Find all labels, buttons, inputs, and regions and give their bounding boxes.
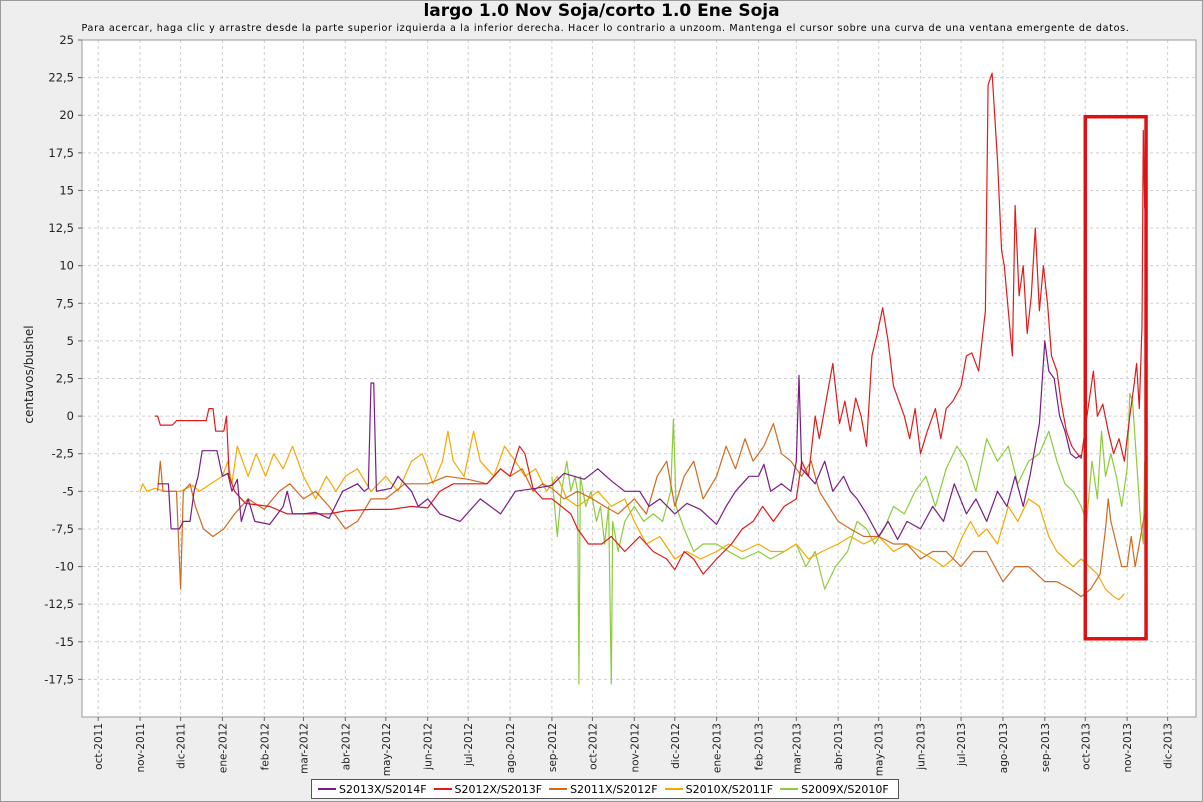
legend-swatch (549, 788, 568, 790)
series-line-s2012x-s2013f (154, 72, 1146, 575)
y-tick-label: -15 (55, 635, 74, 649)
x-tick-label: feb-2013 (754, 723, 766, 770)
x-tick-label: oct-2013 (1080, 723, 1092, 770)
y-tick-label: 2,5 (56, 372, 74, 386)
x-tick-label: abr-2013 (833, 723, 845, 770)
x-tick-label: ene-2013 (712, 723, 724, 773)
chart-title: largo 1.0 Nov Soja/corto 1.0 Ene Soja (423, 1, 780, 21)
series-line-s2011x-s2012f (157, 423, 1146, 598)
x-tick-label: dic-2013 (1163, 723, 1175, 769)
legend-label: S2011X/S2012F (570, 782, 658, 796)
plot-area (82, 40, 1196, 717)
legend-label: S2013X/S2014F (339, 782, 427, 796)
x-tick-label: jun-2012 (423, 723, 435, 771)
x-tick-label: nov-2011 (135, 723, 147, 773)
x-tick-label: ago-2013 (998, 723, 1010, 773)
legend-swatch (318, 788, 336, 790)
chart-subtitle: Para acercar, haga clic y arrastre desde… (81, 23, 1130, 34)
x-tick-label: sep-2012 (547, 723, 559, 772)
y-tick-label: 15 (59, 183, 74, 197)
x-tick-label: oct-2012 (587, 723, 599, 770)
y-axis-label: centavos/bushel (22, 325, 36, 423)
y-tick-label: 5 (67, 334, 74, 348)
x-tick-label: nov-2012 (629, 723, 641, 773)
x-tick-label: sep-2013 (1040, 723, 1052, 772)
y-tick-label: 20 (59, 108, 74, 122)
x-tick-label: oct-2011 (93, 723, 105, 770)
legend-item-s2010x-s2011f[interactable]: S2010X/S2011F (664, 782, 774, 796)
legend-label: S2012X/S2013F (454, 782, 543, 796)
x-tick-label: jun-2013 (916, 723, 928, 771)
x-tick-label: dic-2012 (670, 723, 682, 769)
x-tick-label: ene-2012 (217, 723, 229, 773)
y-tick-label: 22,5 (48, 71, 74, 85)
legend-swatch (780, 788, 799, 790)
highlight-box (1083, 114, 1148, 641)
legend-item-s2013x-s2014f[interactable]: S2013X/S2014F (318, 783, 427, 796)
legend-label: S2009X/S2010F (801, 782, 889, 796)
y-tick-label: -5 (63, 484, 74, 498)
y-tick-label: -17,5 (44, 672, 74, 686)
y-tick-label: 17,5 (48, 146, 74, 160)
x-tick-label: mar-2012 (298, 723, 310, 774)
y-tick-label: -12,5 (44, 597, 74, 611)
x-tick-label: may-2013 (874, 723, 886, 776)
series-line-s2009x-s2010f (551, 392, 1146, 685)
legend-item-s2011x-s2012f[interactable]: S2011X/S2012F (549, 783, 658, 796)
legend: S2013X/S2014F S2012X/S2013F S2011X/S2012F S… (311, 779, 899, 799)
y-tick-label: -7,5 (52, 522, 74, 536)
legend-item-s2009x-s2010f[interactable]: S2009X/S2010F (780, 783, 889, 796)
y-tick-label: -2,5 (52, 447, 74, 461)
legend-swatch (433, 788, 452, 790)
series-line-s2013x-s2014f (157, 340, 1082, 541)
legend-swatch (664, 788, 683, 790)
y-tick-label: 12,5 (48, 221, 74, 235)
series-line-s2010x-s2011f (139, 430, 1125, 601)
x-tick-label: mar-2013 (791, 723, 803, 774)
x-tick-label: may-2012 (381, 723, 393, 776)
x-tick-label: jul-2012 (463, 723, 475, 767)
x-tick-label: ago-2012 (505, 723, 517, 773)
legend-item-s2012x-s2013f[interactable]: S2012X/S2013F (433, 782, 543, 796)
y-tick-label: 0 (67, 409, 74, 423)
x-tick-label: feb-2012 (259, 723, 271, 770)
y-tick-label: 25 (59, 33, 74, 47)
x-tick-label: dic-2011 (176, 723, 188, 769)
y-tick-label: -10 (55, 560, 74, 574)
legend-label: S2010X/S2011F (685, 782, 774, 796)
y-tick-label: 10 (59, 259, 74, 273)
x-tick-label: abr-2012 (340, 723, 352, 770)
x-tick-label: nov-2013 (1122, 723, 1134, 773)
x-tick-label: jul-2013 (956, 723, 968, 767)
y-tick-label: 7,5 (56, 296, 74, 310)
